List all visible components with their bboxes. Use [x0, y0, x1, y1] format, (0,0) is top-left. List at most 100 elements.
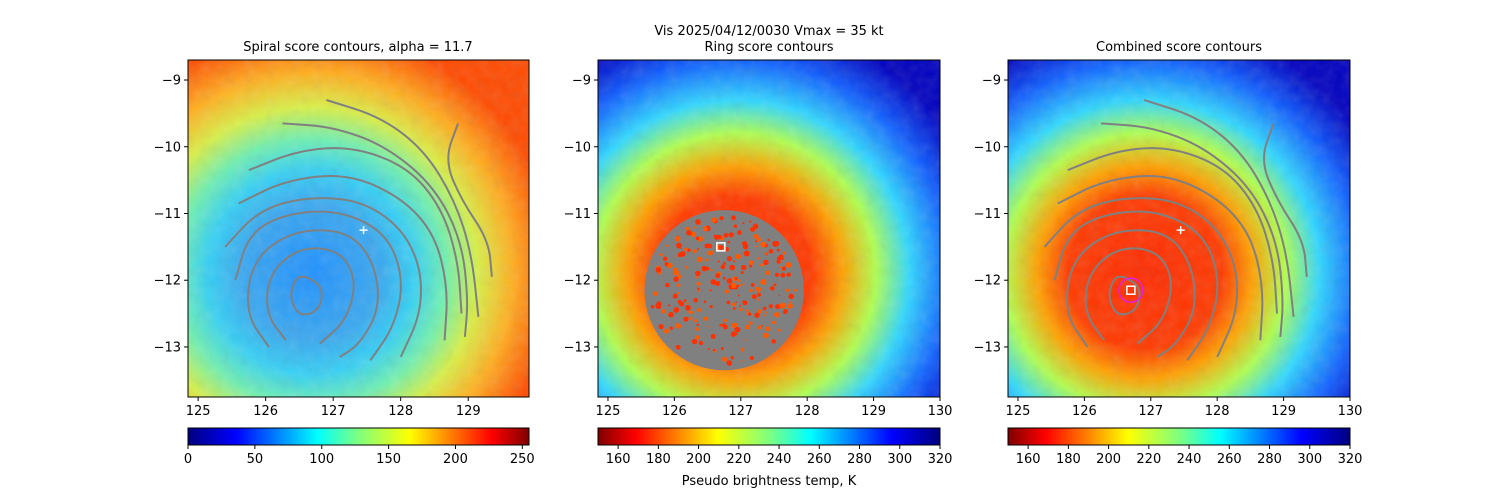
ring-speckle [668, 304, 671, 307]
y-tick-label-combined: −12 [974, 274, 1001, 289]
ring-speckle [697, 248, 700, 251]
combined-contour-group [1043, 99, 1308, 361]
ring-speckle [703, 226, 707, 230]
contour-line-spiral-0 [290, 275, 323, 316]
colorbar-tick-label-ring: 320 [928, 452, 953, 467]
colorbar-tick-label-ring: 180 [646, 452, 671, 467]
y-tick-label-ring: −13 [564, 340, 591, 355]
ring-speckle [680, 247, 683, 250]
ring-speckle [742, 300, 746, 304]
ring-speckle [677, 252, 683, 258]
ring-speckle [740, 284, 743, 287]
colorbar-tick-label-combined: 180 [1056, 452, 1081, 467]
y-tick-label-spiral: −9 [162, 74, 181, 89]
ring-speckle [686, 248, 691, 253]
ring-speckle [779, 302, 786, 309]
ring-speckle [757, 291, 760, 294]
ring-speckle [749, 356, 754, 361]
colorbar-tick-label-spiral: 100 [309, 452, 334, 467]
colorbar-tick-label-ring: 240 [767, 452, 792, 467]
ring-speckle [776, 248, 780, 252]
ring-speckle [748, 220, 752, 223]
ring-speckle [751, 294, 757, 300]
y-axis-ring: −9 −10 −11 −12 −13 [564, 74, 598, 355]
ring-speckle [748, 321, 753, 325]
colorbar-label: Pseudo brightness temp, K [682, 474, 857, 489]
ring-speckle [698, 340, 704, 346]
y-tick-label-combined: −10 [974, 140, 1001, 155]
ring-speckle [787, 303, 793, 309]
ring-speckle [694, 327, 699, 331]
ring-speckle [730, 356, 734, 360]
ring-speckle [687, 311, 690, 313]
ring-speckle [710, 279, 716, 285]
ring-speckle [772, 320, 776, 325]
ring-speckle [785, 288, 790, 293]
x-tick-label-spiral: 125 [186, 404, 211, 419]
ring-speckle [689, 310, 694, 314]
colorbar-tick-label-combined: 220 [1136, 452, 1161, 467]
heatmap-texture-combined [1008, 60, 1350, 397]
colorbar-frame-combined [1007, 427, 1351, 446]
colorbar-tick-label-ring: 200 [686, 452, 711, 467]
x-tick-label-ring: 127 [728, 404, 753, 419]
ring-speckle [722, 262, 726, 266]
ring-speckle [731, 215, 736, 221]
y-axis-spiral: −9 −10 −11 −12 −13 [154, 74, 188, 355]
x-tick-label-ring: 125 [596, 404, 621, 419]
ring-speckle [675, 344, 681, 350]
contour-line-spiral-8 [326, 99, 480, 318]
ring-speckle [709, 289, 712, 292]
ring-speckle [665, 282, 670, 288]
ring-speckle [723, 318, 727, 323]
ring-speckle [770, 286, 775, 291]
ring-speckle [686, 229, 692, 236]
ring-speckle [706, 325, 709, 328]
colorbar-ring: 160 180 200 220 240 260 280 300 320 [597, 427, 953, 467]
y-axis-combined: −9 −10 −11 −12 −13 [974, 74, 1008, 355]
contour-line-combined-3 [1053, 210, 1219, 361]
ring-speckle [748, 260, 754, 265]
ring-speckle [777, 328, 781, 332]
contour-line-spiral-1 [266, 247, 355, 345]
ring-speckle [772, 240, 779, 247]
contour-line-spiral-5 [238, 175, 448, 341]
ring-speckle [674, 322, 677, 325]
center-circle-marker [1118, 277, 1144, 303]
ring-speckle [719, 323, 722, 327]
y-tick-label-combined: −11 [974, 207, 1001, 222]
x-tick-label-combined: 129 [1271, 404, 1296, 419]
ring-speckle [667, 262, 673, 269]
y-tick-label-ring: −9 [572, 74, 591, 89]
colorbar-gradient-combined [1008, 428, 1350, 445]
ring-speckle [773, 283, 777, 287]
ring-speckle [757, 309, 762, 314]
ring-speckle [739, 307, 743, 312]
ring-speckle [652, 291, 658, 296]
ring-speckle [675, 323, 682, 329]
center-square-marker [1126, 285, 1136, 295]
colorbar-tick-label-spiral: 150 [376, 452, 401, 467]
ring-speckle [679, 301, 685, 307]
ring-speckle [757, 325, 762, 330]
x-tick-label-spiral: 129 [456, 404, 481, 419]
ring-speckle [739, 304, 742, 307]
ring-speckle [734, 326, 741, 333]
ring-speckle [721, 356, 728, 362]
ring-speckle [793, 288, 797, 292]
center-plus-marker [1176, 226, 1185, 235]
ring-speckle [763, 332, 769, 339]
ring-speckle [658, 323, 664, 330]
ring-speckle [702, 234, 705, 237]
center-plus-marker [359, 226, 368, 235]
ring-speckle [740, 359, 743, 362]
colorbar-tick-label-spiral: 250 [510, 452, 535, 467]
x-tick-label-spiral: 126 [253, 404, 278, 419]
contour-line-combined-8 [1143, 99, 1295, 318]
colorbar-tick-label-combined: 300 [1297, 452, 1322, 467]
ring-speckle [697, 290, 700, 293]
y-tick-label-ring: −10 [564, 140, 591, 155]
contour-line-spiral-9 [447, 123, 493, 277]
ring-speckle [722, 276, 726, 280]
